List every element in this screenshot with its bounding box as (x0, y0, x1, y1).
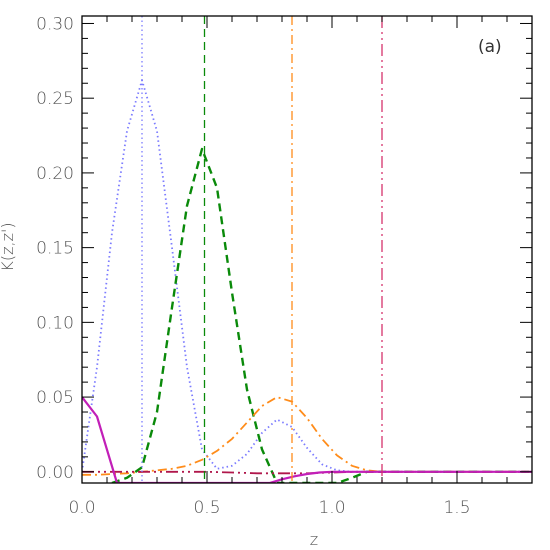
x-tick-label: 1.5 (443, 498, 470, 518)
x-tick-label: 0.5 (193, 498, 220, 518)
y-tick-label: 0.00 (36, 463, 74, 483)
y-tick-label: 0.20 (36, 164, 74, 184)
series-line-5 (82, 396, 532, 483)
panel-label: (a) (478, 37, 502, 57)
series-layer (82, 79, 532, 483)
series-line-1 (82, 79, 532, 473)
y-tick-label: 0.15 (36, 239, 74, 259)
x-tick-label: 1.0 (318, 498, 345, 518)
series-line-2 (111, 147, 532, 483)
ticks: 0.0 0.5 1.0 1.5 0.00 0.05 0.10 0.15 0.20 0.25 0.30 (36, 14, 532, 518)
y-tick-label: 0.25 (36, 89, 74, 109)
axes-box (81, 15, 533, 484)
y-tick-label: 0.10 (36, 313, 74, 333)
vertical-lines (141, 16, 383, 483)
x-tick-label: 0.0 (68, 498, 95, 518)
y-tick-label: 0.05 (36, 388, 74, 408)
axes-frame (81, 15, 533, 484)
x-axis-label: z (310, 530, 318, 549)
y-tick-label: 0.30 (36, 14, 74, 34)
y-axis-label: K(z,z') (0, 222, 17, 271)
